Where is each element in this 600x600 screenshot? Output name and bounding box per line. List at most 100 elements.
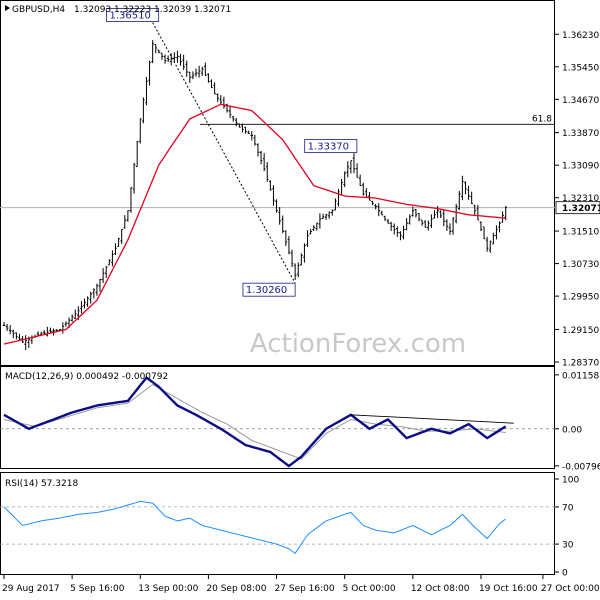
svg-text:30: 30 (562, 541, 574, 551)
candle (238, 123, 241, 128)
y-tick: 1.28370 (555, 359, 599, 369)
candle (454, 203, 458, 224)
candle (185, 60, 189, 77)
annotation-label: 1.36510 (106, 8, 160, 22)
candle (15, 332, 18, 340)
candle (312, 225, 316, 231)
candle (194, 68, 198, 77)
candle (222, 96, 226, 109)
candle (355, 163, 359, 178)
candle (380, 210, 384, 216)
candle (92, 288, 96, 299)
candle (191, 71, 195, 80)
candle (501, 211, 504, 223)
candle (173, 52, 176, 63)
header-high: 1.32223 (114, 5, 151, 15)
current-price-label: 1.32071 (562, 204, 600, 214)
candle (117, 237, 120, 248)
candle (327, 211, 331, 219)
price-trendline (152, 22, 296, 284)
candle (256, 143, 260, 157)
y-tick: -0.007961 (555, 462, 600, 472)
candle (377, 203, 381, 217)
candle (108, 259, 111, 266)
candle (427, 220, 430, 231)
header-close: 1.32071 (194, 5, 231, 15)
candle (417, 213, 421, 222)
candle (129, 187, 133, 213)
candle (154, 44, 158, 54)
candle (482, 226, 486, 240)
candle (467, 185, 470, 200)
candle (343, 171, 346, 188)
svg-text:1.33090: 1.33090 (562, 162, 599, 172)
candle (293, 263, 297, 281)
y-tick: 1.34670 (555, 96, 599, 106)
candle (253, 134, 257, 146)
candle (303, 243, 306, 263)
candle (306, 230, 309, 247)
candle (210, 79, 213, 89)
x-tick: 12 Oct 08:00 (411, 575, 470, 594)
macd-title: MACD(12,26,9) 0.000492 -0.000792 (5, 372, 168, 382)
candle (197, 65, 201, 78)
candle (315, 222, 319, 231)
candle (442, 209, 446, 227)
candle (18, 333, 21, 341)
candle (383, 215, 387, 221)
candle (64, 321, 68, 327)
candle (290, 249, 294, 268)
rsi-title: RSI(14) 57.3218 (5, 479, 78, 489)
candle (163, 54, 167, 64)
candle (95, 283, 99, 296)
svg-text:12 Oct 08:00: 12 Oct 08:00 (411, 584, 470, 594)
candle (309, 228, 312, 235)
candle (200, 66, 204, 76)
candle (278, 206, 281, 225)
svg-text:-0.007961: -0.007961 (562, 462, 600, 472)
candle (80, 301, 83, 314)
candle (324, 213, 328, 220)
candle (386, 219, 390, 224)
candle (114, 243, 117, 255)
x-tick: 27 Oct 00:00 (541, 575, 600, 594)
x-tick: 5 Sep 16:00 (70, 575, 125, 594)
candle (145, 76, 148, 106)
candle (49, 327, 52, 333)
y-tick: 1.36230 (555, 31, 599, 41)
candle (148, 60, 151, 86)
svg-text:0.00: 0.00 (562, 425, 582, 435)
svg-text:1.36230: 1.36230 (562, 31, 599, 41)
svg-text:1.33870: 1.33870 (562, 129, 599, 139)
candle (126, 210, 130, 222)
candle (430, 214, 433, 229)
y-tick: 1.32310 (555, 194, 599, 204)
candle (392, 223, 396, 235)
y-tick: 1.33090 (555, 162, 599, 172)
candles (2, 40, 508, 350)
candle (408, 214, 412, 225)
candle (228, 105, 232, 119)
header-arrow-icon (5, 5, 10, 11)
x-tick: 5 Oct 00:00 (343, 575, 396, 594)
candle (182, 54, 185, 70)
moving-average-line (3, 103, 506, 345)
candle (405, 218, 408, 231)
candle (411, 206, 415, 217)
y-tick: 70 (555, 503, 574, 513)
x-axis: 29 Aug 2017 5 Sep 16:00 13 Sep 00:00 20 Sep… (2, 575, 600, 594)
candle (275, 199, 278, 213)
candle (371, 200, 374, 206)
candle (262, 153, 266, 172)
svg-text:5 Sep 16:00: 5 Sep 16:00 (70, 584, 125, 594)
watermark: ActionForex.com (250, 329, 466, 359)
candle (104, 266, 108, 278)
candle (98, 278, 102, 292)
candle (234, 117, 238, 127)
svg-text:27 Oct 00:00: 27 Oct 00:00 (541, 584, 600, 594)
candle (219, 95, 223, 105)
candle (281, 215, 285, 234)
candle (2, 322, 6, 327)
candle (111, 250, 114, 267)
candle (123, 215, 127, 229)
